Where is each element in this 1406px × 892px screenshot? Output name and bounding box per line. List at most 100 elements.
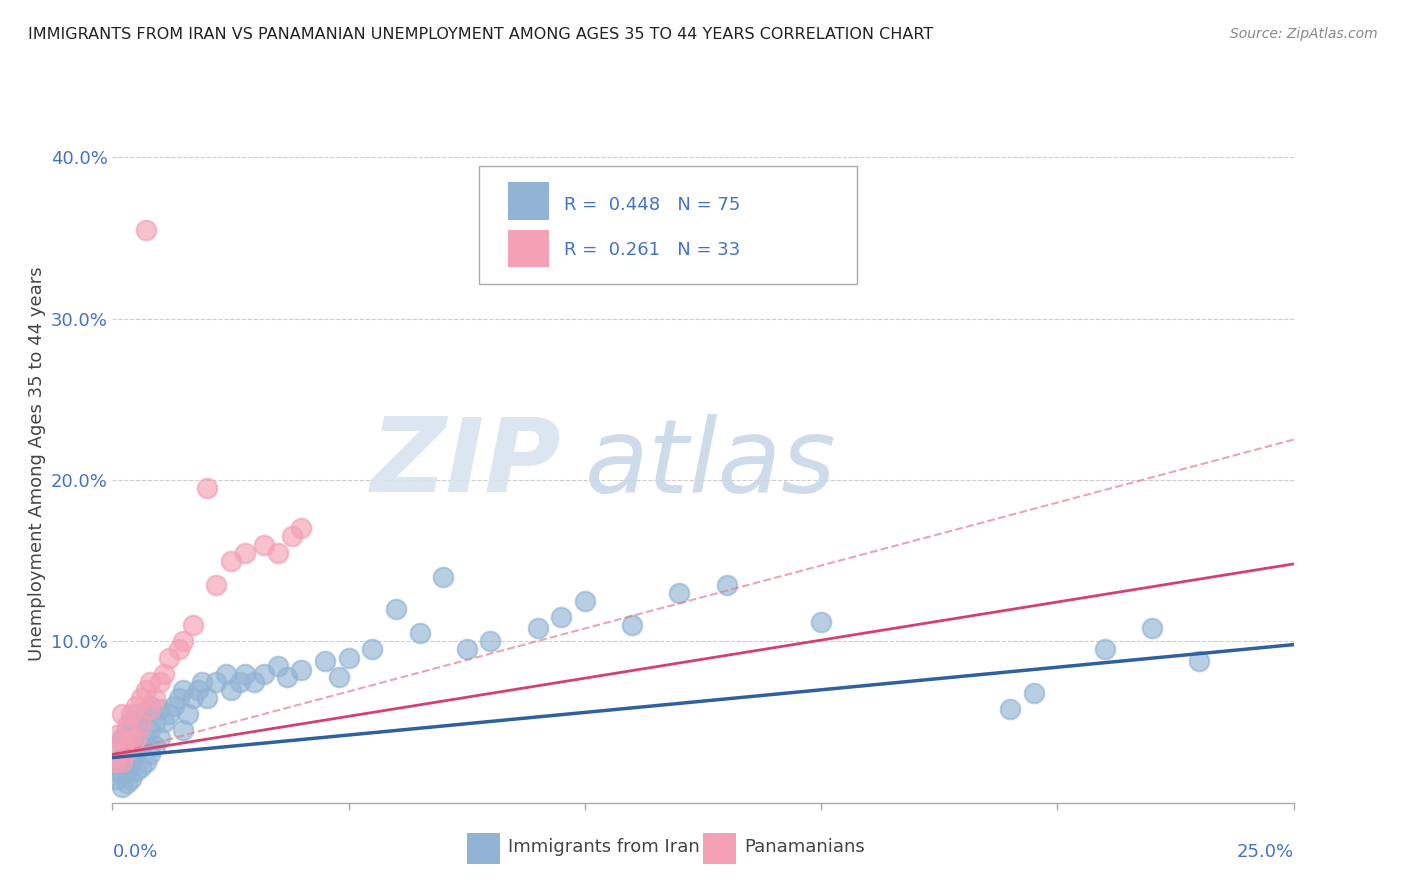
Point [139, 747, 162, 762]
Point [205, 578, 228, 592]
Point [574, 594, 596, 608]
Point [104, 756, 127, 770]
Point [163, 698, 186, 713]
Point [233, 666, 256, 681]
Point [105, 772, 128, 786]
Point [129, 718, 152, 732]
Point [149, 731, 172, 746]
Point [111, 750, 134, 764]
Point [153, 666, 176, 681]
Point [143, 715, 166, 730]
Bar [508, 182, 550, 219]
Point [456, 642, 478, 657]
Point [125, 698, 148, 713]
Point [120, 734, 142, 748]
Point [129, 739, 152, 754]
Text: ZIP: ZIP [371, 413, 561, 515]
Point [337, 650, 360, 665]
Point [125, 706, 148, 721]
Point [408, 626, 430, 640]
Y-axis label: Unemployment Among Ages 35 to 44 years: Unemployment Among Ages 35 to 44 years [28, 267, 46, 661]
Point [139, 698, 162, 713]
Point [1094, 642, 1116, 657]
Point [139, 702, 162, 716]
Point [479, 634, 502, 648]
Text: 25.0%: 25.0% [1236, 844, 1294, 862]
Point [105, 756, 128, 770]
Bar [508, 230, 550, 268]
Point [215, 666, 238, 681]
Point [135, 223, 157, 237]
Point [172, 682, 194, 697]
Point [267, 658, 290, 673]
Point [253, 666, 276, 681]
Point [276, 670, 298, 684]
Point [229, 674, 252, 689]
Point [120, 734, 142, 748]
Point [432, 570, 454, 584]
Point [157, 650, 180, 665]
Point [115, 760, 138, 774]
Point [181, 690, 204, 705]
Point [172, 634, 194, 648]
Point [621, 618, 644, 632]
Point [195, 481, 218, 495]
Point [115, 744, 138, 758]
Point [111, 706, 134, 721]
Point [111, 766, 134, 780]
Point [267, 546, 290, 560]
Point [550, 610, 572, 624]
Point [810, 615, 832, 629]
Point [111, 731, 134, 746]
Point [716, 578, 738, 592]
Point [120, 772, 142, 786]
Point [125, 728, 148, 742]
Point [139, 674, 162, 689]
Point [157, 706, 180, 721]
FancyBboxPatch shape [478, 166, 856, 285]
Point [111, 756, 134, 770]
Point [104, 764, 127, 778]
Point [243, 674, 266, 689]
Point [281, 529, 304, 543]
Point [186, 682, 208, 697]
Point [125, 764, 148, 778]
Point [385, 602, 408, 616]
Point [177, 706, 200, 721]
Point [111, 780, 134, 794]
Bar [467, 833, 501, 863]
Point [129, 690, 152, 705]
Point [195, 690, 218, 705]
Point [125, 747, 148, 762]
Point [115, 718, 138, 732]
Point [167, 642, 190, 657]
Point [219, 554, 242, 568]
Text: R =  0.261   N = 33: R = 0.261 N = 33 [564, 241, 740, 259]
Point [105, 739, 128, 754]
Point [135, 682, 157, 697]
Point [105, 747, 128, 762]
Point [167, 690, 190, 705]
Point [129, 760, 152, 774]
Text: IMMIGRANTS FROM IRAN VS PANAMANIAN UNEMPLOYMENT AMONG AGES 35 TO 44 YEARS CORREL: IMMIGRANTS FROM IRAN VS PANAMANIAN UNEMP… [28, 27, 934, 42]
Point [115, 723, 138, 738]
Point [668, 586, 690, 600]
Point [1022, 686, 1045, 700]
Point [143, 739, 166, 754]
Point [314, 654, 336, 668]
Point [135, 731, 157, 746]
Point [290, 521, 312, 535]
Point [120, 756, 142, 770]
Point [328, 670, 350, 684]
Point [143, 690, 166, 705]
Text: atlas: atlas [585, 414, 837, 514]
Point [219, 682, 242, 697]
Text: Immigrants from Iran: Immigrants from Iran [508, 838, 700, 855]
Point [253, 537, 276, 551]
Point [998, 702, 1021, 716]
Point [149, 674, 172, 689]
Point [139, 723, 162, 738]
Point [120, 715, 142, 730]
Point [172, 723, 194, 738]
Text: 0.0%: 0.0% [112, 844, 157, 862]
